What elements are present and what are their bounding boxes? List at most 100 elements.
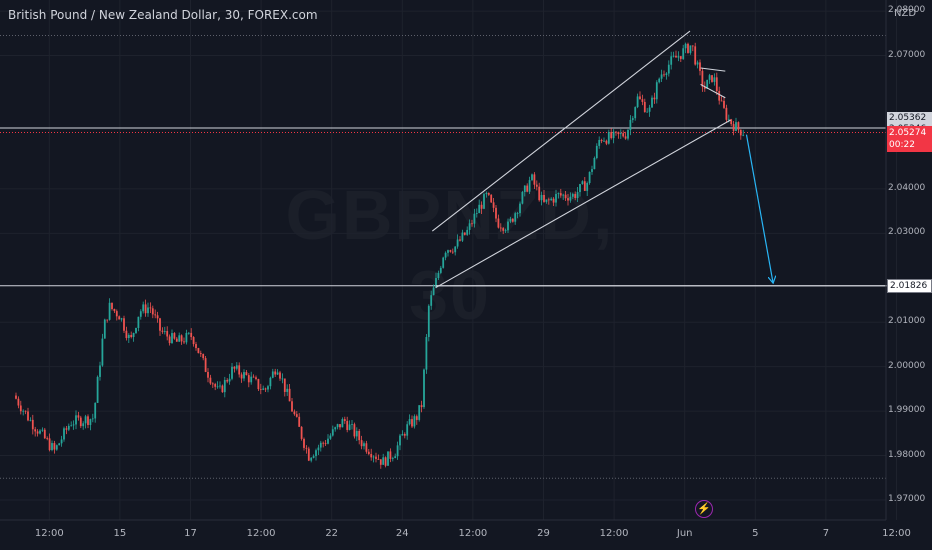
candle-body (151, 308, 154, 315)
candle-body (639, 96, 641, 100)
candle-body (735, 122, 737, 131)
candle-body (487, 192, 490, 195)
candle-body (591, 169, 593, 172)
candle-body (235, 365, 238, 369)
candle-body (257, 379, 260, 390)
trend-drawings[interactable] (431, 30, 932, 289)
candle-body (178, 335, 181, 342)
candle-body (415, 416, 418, 420)
candle-body (571, 194, 574, 197)
last-price-label: 2.05274 00:22 (887, 126, 932, 153)
candle-body (569, 196, 572, 201)
candle-body (579, 184, 581, 193)
candle-body (293, 411, 296, 415)
candle-body (327, 438, 329, 444)
candle-body (147, 307, 149, 314)
candle-body (60, 439, 63, 444)
candle-body (360, 440, 363, 447)
candle-body (166, 331, 169, 337)
candle-body (252, 376, 255, 378)
candle-body (586, 182, 589, 191)
candle-body (163, 331, 166, 332)
candle-body (480, 204, 483, 209)
symbol-title[interactable]: British Pound / New Zealand Dollar, 30, … (8, 8, 318, 22)
candle-body (461, 232, 464, 241)
candle-body (135, 327, 137, 334)
candle-body (312, 456, 315, 458)
candle-body (55, 445, 58, 450)
candle-body (454, 246, 457, 253)
candle-body (708, 75, 711, 80)
candle-body (199, 353, 202, 355)
candle-body (427, 305, 430, 338)
channel-upper-line[interactable] (431, 30, 691, 232)
time-tick-label: 24 (395, 528, 409, 539)
candle-body (634, 107, 637, 119)
flag-lower-line[interactable] (700, 83, 726, 99)
candle-body (730, 119, 733, 125)
candle-body (557, 193, 560, 194)
candle-body (159, 318, 161, 331)
time-tick-label: 12:00 (882, 528, 911, 539)
candle-body (468, 223, 471, 230)
candle-body (180, 335, 183, 342)
candle-body (269, 377, 272, 387)
candle-body (394, 456, 397, 459)
candle-body (228, 378, 231, 382)
flag-upper-line[interactable] (700, 67, 726, 72)
candle-body (531, 174, 533, 181)
candle-body (550, 198, 553, 201)
candle-body (113, 308, 116, 312)
candle-body (343, 419, 346, 421)
candle-body (387, 451, 389, 466)
candle-body (29, 419, 32, 421)
candle-body (216, 386, 219, 388)
candle-body (543, 194, 545, 202)
candle-body (202, 354, 205, 359)
candle-body (670, 56, 673, 65)
candle-body (127, 334, 130, 339)
candle-body (118, 316, 121, 320)
candle-body (310, 457, 313, 461)
candle-body (658, 78, 661, 83)
candle-body (437, 272, 440, 279)
candle-body (660, 74, 663, 79)
candle-body (341, 419, 344, 428)
candle-body (562, 194, 565, 196)
candle-body (79, 417, 82, 427)
candle-body (528, 180, 531, 192)
candle-body (627, 130, 629, 139)
time-tick-label: 7 (822, 528, 830, 539)
candle-body (425, 337, 428, 370)
candle-body (583, 181, 586, 191)
candle-body (447, 250, 449, 253)
candle-body (183, 341, 185, 343)
candle-body (175, 338, 178, 342)
candle-body (195, 344, 197, 349)
candle-body (478, 204, 481, 214)
candle-body (346, 420, 349, 430)
candle-body (27, 411, 29, 421)
candle-body (348, 424, 351, 430)
candle-body (300, 426, 303, 439)
candle-body (514, 213, 517, 222)
channel-lower-line[interactable] (435, 119, 731, 289)
candle-body (679, 56, 682, 59)
candle-body (564, 194, 567, 199)
price-tick-label: 2.01000 (888, 316, 926, 327)
candle-body (399, 435, 401, 446)
candle-body (667, 64, 670, 74)
candle-body (552, 198, 555, 203)
projection-arrow[interactable] (745, 134, 772, 283)
candle-body (401, 434, 404, 436)
candle-body (154, 314, 157, 316)
price-tick-label: 2.00000 (888, 360, 926, 371)
candle-body (144, 304, 147, 314)
candle-body (377, 458, 380, 460)
candle-body (355, 430, 358, 437)
lightning-icon[interactable]: ⚡ (695, 500, 713, 518)
candle-body (451, 251, 454, 253)
candle-body (526, 185, 529, 192)
